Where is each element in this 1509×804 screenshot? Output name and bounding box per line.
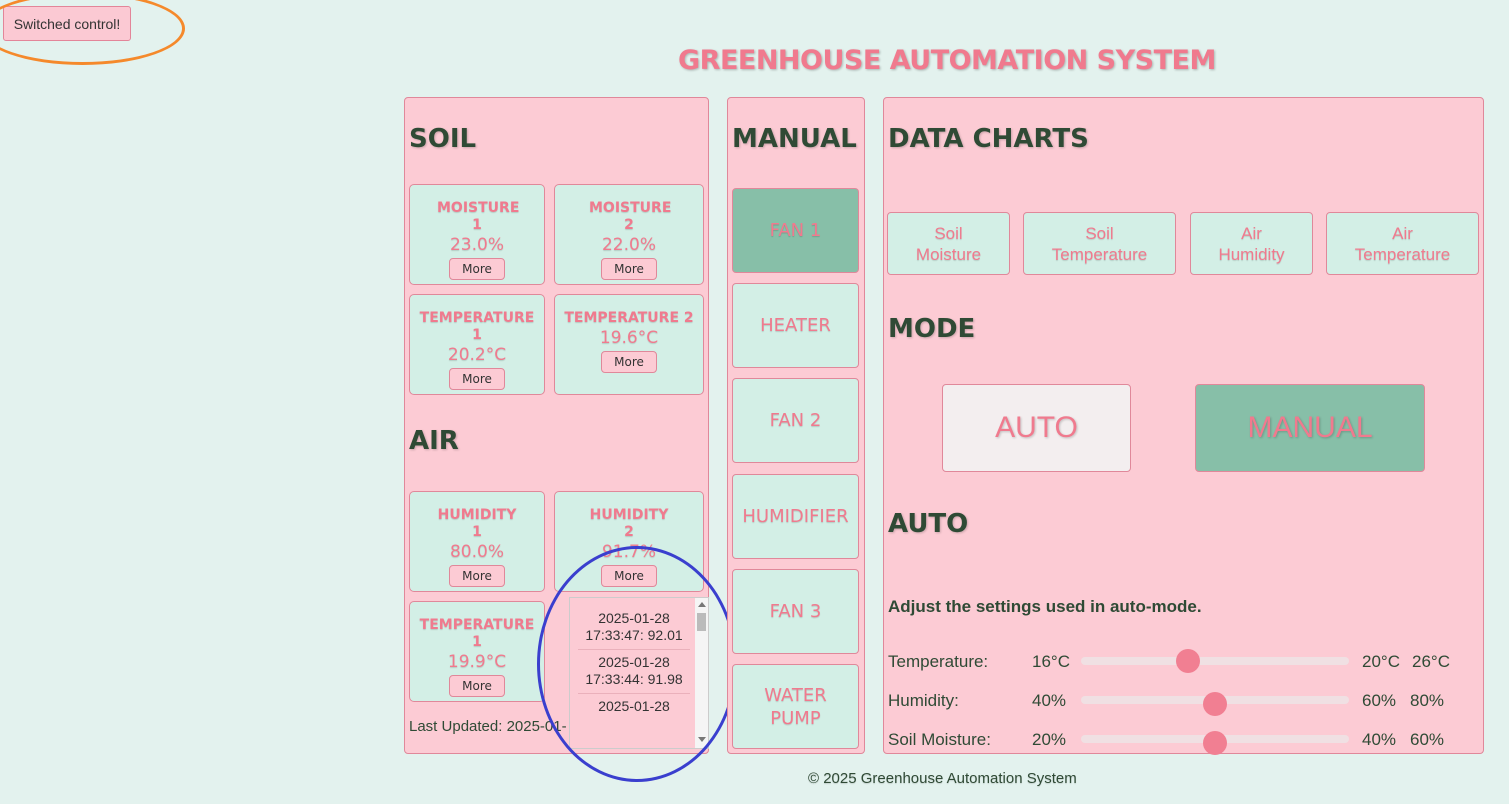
air-heading: AIR — [409, 426, 459, 456]
slider-thumb[interactable] — [1203, 731, 1227, 755]
more-button[interactable]: More — [449, 675, 505, 697]
soil-moisture-2-card: MOISTURE 2 22.0% More — [554, 184, 704, 285]
card-label: MOISTURE 1 — [437, 200, 520, 233]
soil-heading: SOIL — [409, 124, 477, 154]
slider-thumb[interactable] — [1203, 692, 1227, 716]
last-updated: Last Updated: 2025-01- — [409, 718, 567, 735]
button-label: FAN 2 — [769, 410, 822, 431]
temperature-slider-label: Temperature: — [888, 652, 989, 671]
manual-mode-button[interactable]: MANUAL — [1195, 384, 1425, 472]
card-label: HUMIDITY 2 — [589, 507, 669, 540]
soil-moisture-1-card: MOISTURE 1 23.0% More — [409, 184, 545, 285]
soil-moisture-chart-button[interactable]: Soil Moisture — [887, 212, 1010, 275]
highlight-ring — [537, 546, 737, 782]
card-value: 19.6°C — [599, 328, 659, 348]
page-title: GREENHOUSE AUTOMATION SYSTEM — [678, 45, 1216, 76]
fan-1-button[interactable]: FAN 1 — [732, 188, 859, 273]
button-label: HUMIDIFIER — [742, 506, 849, 527]
button-label: MANUAL — [1247, 411, 1373, 444]
more-button[interactable]: More — [601, 258, 657, 280]
soil-moisture-slider-label: Soil Moisture: — [888, 730, 991, 749]
button-label: HEATER — [760, 315, 831, 336]
more-button[interactable]: More — [449, 258, 505, 280]
humidity-current: 60% — [1362, 691, 1397, 710]
soil-temperature-1-card: TEMPERATURE 1 20.2°C More — [409, 294, 545, 395]
highlight-ring — [0, 0, 185, 65]
humidity-slider[interactable] — [1081, 692, 1349, 716]
fan-2-button[interactable]: FAN 2 — [732, 378, 859, 463]
air-temperature-chart-button[interactable]: Air Temperature — [1326, 212, 1479, 275]
auto-description: Adjust the settings used in auto-mode. — [888, 597, 1202, 616]
temperature-slider[interactable] — [1081, 649, 1349, 673]
auto-mode-button[interactable]: AUTO — [942, 384, 1131, 472]
card-value: 23.0% — [449, 235, 504, 255]
water-pump-button[interactable]: WATER PUMP — [732, 664, 859, 749]
button-label: Soil Moisture — [915, 223, 982, 264]
button-label: Soil Temperature — [1051, 223, 1148, 264]
button-label: FAN 1 — [769, 220, 822, 241]
auto-heading: AUTO — [888, 509, 969, 539]
data-charts-heading: DATA CHARTS — [888, 124, 1089, 154]
more-button[interactable]: More — [601, 351, 657, 373]
more-button[interactable]: More — [449, 368, 505, 390]
more-button[interactable]: More — [449, 565, 505, 587]
manual-heading: MANUAL — [732, 124, 857, 154]
button-label: FAN 3 — [769, 601, 822, 622]
heater-button[interactable]: HEATER — [732, 283, 859, 368]
card-value: 80.0% — [449, 542, 504, 562]
button-label: Air Humidity — [1218, 223, 1285, 264]
soil-moisture-min: 20% — [1032, 730, 1067, 749]
card-label: TEMPERATURE 1 — [419, 310, 535, 343]
button-label: AUTO — [995, 411, 1078, 444]
card-label: MOISTURE 2 — [589, 200, 672, 233]
footer: © 2025 Greenhouse Automation System — [808, 770, 1077, 787]
soil-moisture-current: 40% — [1362, 730, 1397, 749]
air-humidity-1-card: HUMIDITY 1 80.0% More — [409, 491, 545, 592]
humidity-max: 80% — [1410, 691, 1445, 710]
soil-temperature-chart-button[interactable]: Soil Temperature — [1023, 212, 1176, 275]
humidity-min: 40% — [1032, 691, 1067, 710]
soil-temperature-2-card: TEMPERATURE 2 19.6°C More — [554, 294, 704, 395]
button-label: WATER PUMP — [764, 684, 827, 729]
button-label: Air Temperature — [1354, 223, 1451, 264]
card-value: 20.2°C — [447, 345, 507, 365]
soil-moisture-slider[interactable] — [1081, 731, 1349, 755]
air-humidity-chart-button[interactable]: Air Humidity — [1190, 212, 1313, 275]
slider-thumb[interactable] — [1176, 649, 1201, 673]
temperature-max: 26°C — [1412, 652, 1450, 671]
humidity-slider-label: Humidity: — [888, 691, 959, 710]
air-temperature-1-card: TEMPERATURE 1 19.9°C More — [409, 601, 545, 702]
fan-3-button[interactable]: FAN 3 — [732, 569, 859, 654]
card-label: HUMIDITY 1 — [437, 507, 517, 540]
mode-heading: MODE — [888, 314, 976, 344]
card-label: TEMPERATURE 1 — [419, 617, 535, 650]
card-value: 22.0% — [601, 235, 656, 255]
card-label: TEMPERATURE 2 — [564, 310, 694, 326]
soil-moisture-max: 60% — [1410, 730, 1445, 749]
temperature-current: 20°C — [1362, 652, 1400, 671]
card-value: 19.9°C — [447, 652, 507, 672]
humidifier-button[interactable]: HUMIDIFIER — [732, 474, 859, 559]
temperature-min: 16°C — [1032, 652, 1070, 671]
